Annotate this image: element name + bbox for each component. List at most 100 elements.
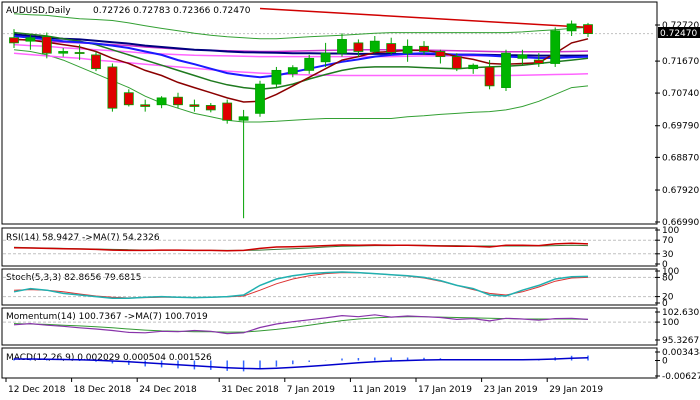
last-price-label: 0.72470 [660,29,697,39]
momentum-ma-line [13,316,589,333]
bull-candle [369,40,380,52]
price-tick-label: 0.68870 [662,153,699,163]
bull-candle [271,69,282,85]
rsi-line [13,242,589,252]
momentum-label: Momentum(14) 100.7367 ->MA(7) 100.7019 [6,312,208,322]
momentum-axis: 102.6305100 95.3267 [655,308,700,346]
price-tick-label: 0.72720 [662,21,699,31]
macd-signal-line [14,357,589,370]
price-tick-label: 0.70740 [662,89,699,99]
stoch-tick-label: 100 [662,267,679,277]
price-tick-label: 0.66990 [662,218,699,228]
last-price-box [658,27,700,38]
bear-candle [583,24,593,34]
bear-candle [533,59,544,64]
macd-plot [13,355,589,372]
bear-candle [484,66,495,87]
bull-candle [320,52,331,63]
rsi-tick-label: 70 [662,236,674,246]
bull-candle [501,52,511,88]
macd-tick-label: 0 [662,356,668,366]
rsi-panel [1,227,658,267]
macd-panel [1,347,658,379]
date-axis: 12 Dec 2018 18 Dec 2018 24 Dec 2018 31 Dec … [5,378,603,395]
rsi-tick-label: 30 [662,250,674,260]
bear-candle [222,102,233,121]
bear-candle [107,66,118,109]
bear-candle [205,105,216,111]
date-tick-label: 17 Jan 2019 [418,385,472,395]
bear-candle [123,92,134,106]
date-tick-label: 18 Dec 2018 [74,385,132,395]
bull-candle [255,83,265,114]
bear-candle [419,45,429,52]
date-tick-label: 12 Dec 2018 [8,385,66,395]
main-panel [1,1,658,225]
symbol-title: AUDUSD,Daily [6,6,71,16]
macd-tick-label: -0.006272 [662,372,700,382]
stoch-label: Stoch(5,3,3) 82.8656 79.6815 [6,273,141,283]
bull-candle [550,30,561,64]
bear-candle [9,37,19,44]
date-tick-label: 31 Dec 2018 [221,385,279,395]
stoch-panel [1,268,658,306]
bear-candle [91,54,101,70]
bollinger-upper-line [13,13,589,40]
bear-candle [140,104,151,107]
stoch-tick-label: 80 [662,273,674,283]
bull-candle [287,67,298,75]
rsi-plot [3,239,655,255]
price-tick-label: 0.71670 [662,57,699,67]
macd-axis: 0.0034340 -0.006272 [655,348,700,382]
momentum-plot [3,314,655,335]
bear-candle [451,56,462,70]
bear-candle [189,104,200,107]
bear-candle [435,51,446,58]
bull-candle [337,39,347,54]
macd-tick-label: 0.003434 [662,348,700,358]
bull-candle [156,97,167,106]
ma-blue-line [13,35,589,79]
bear-candle [353,42,364,52]
bull-candle [468,64,479,70]
rsi-tick-label: 0 [662,260,668,270]
stoch-d-line [13,272,589,299]
momentum-tick-label: 102.6305 [662,308,700,318]
ohlc-readout: 0.72726 0.72783 0.72366 0.72470 [93,6,251,16]
date-tick-label: 23 Jan 2019 [484,385,538,395]
date-tick-label: 7 Jan 2019 [287,385,335,395]
bull-candle [25,37,36,42]
stoch-tick-label: 20 [662,293,674,303]
momentum-line [13,314,589,335]
resistance-trendline [259,7,589,29]
candlestick-series [9,20,593,219]
bear-candle [41,36,52,54]
bull-candle [58,51,69,54]
rsi-tick-label: 100 [662,226,679,236]
date-tick-label: 29 Jan 2019 [549,385,603,395]
bear-candle [173,96,183,106]
price-axis: 0.72720 0.71670 0.70740 0.69790 0.68870 0.679… [655,21,699,228]
price-tick-label: 0.69790 [662,122,699,132]
rsi-label: RSI(14) 58.9427 ->MA(7) 54.2326 [6,233,160,243]
bull-candle [517,54,528,59]
bear-candle [386,43,397,53]
last-price-marker: 0.72470 [658,27,700,39]
date-tick-label: 24 Dec 2018 [139,385,197,395]
macd-label: MACD(12,26,9) 0.002029 0.000504 0.001526 [6,353,212,363]
price-tick-label: 0.67920 [662,186,699,196]
bull-candle [566,23,577,32]
momentum-panel [1,307,658,346]
stoch-plot [3,271,655,299]
date-tick-label: 11 Jan 2019 [352,385,406,395]
momentum-tick-label: 95.3267 [662,336,699,346]
stoch-k-line [13,271,589,299]
momentum-tick-label: 100 [662,318,679,328]
stoch-tick-label: 0 [662,299,668,309]
ma-maroon-line [13,38,589,103]
bull-candle [238,116,249,121]
